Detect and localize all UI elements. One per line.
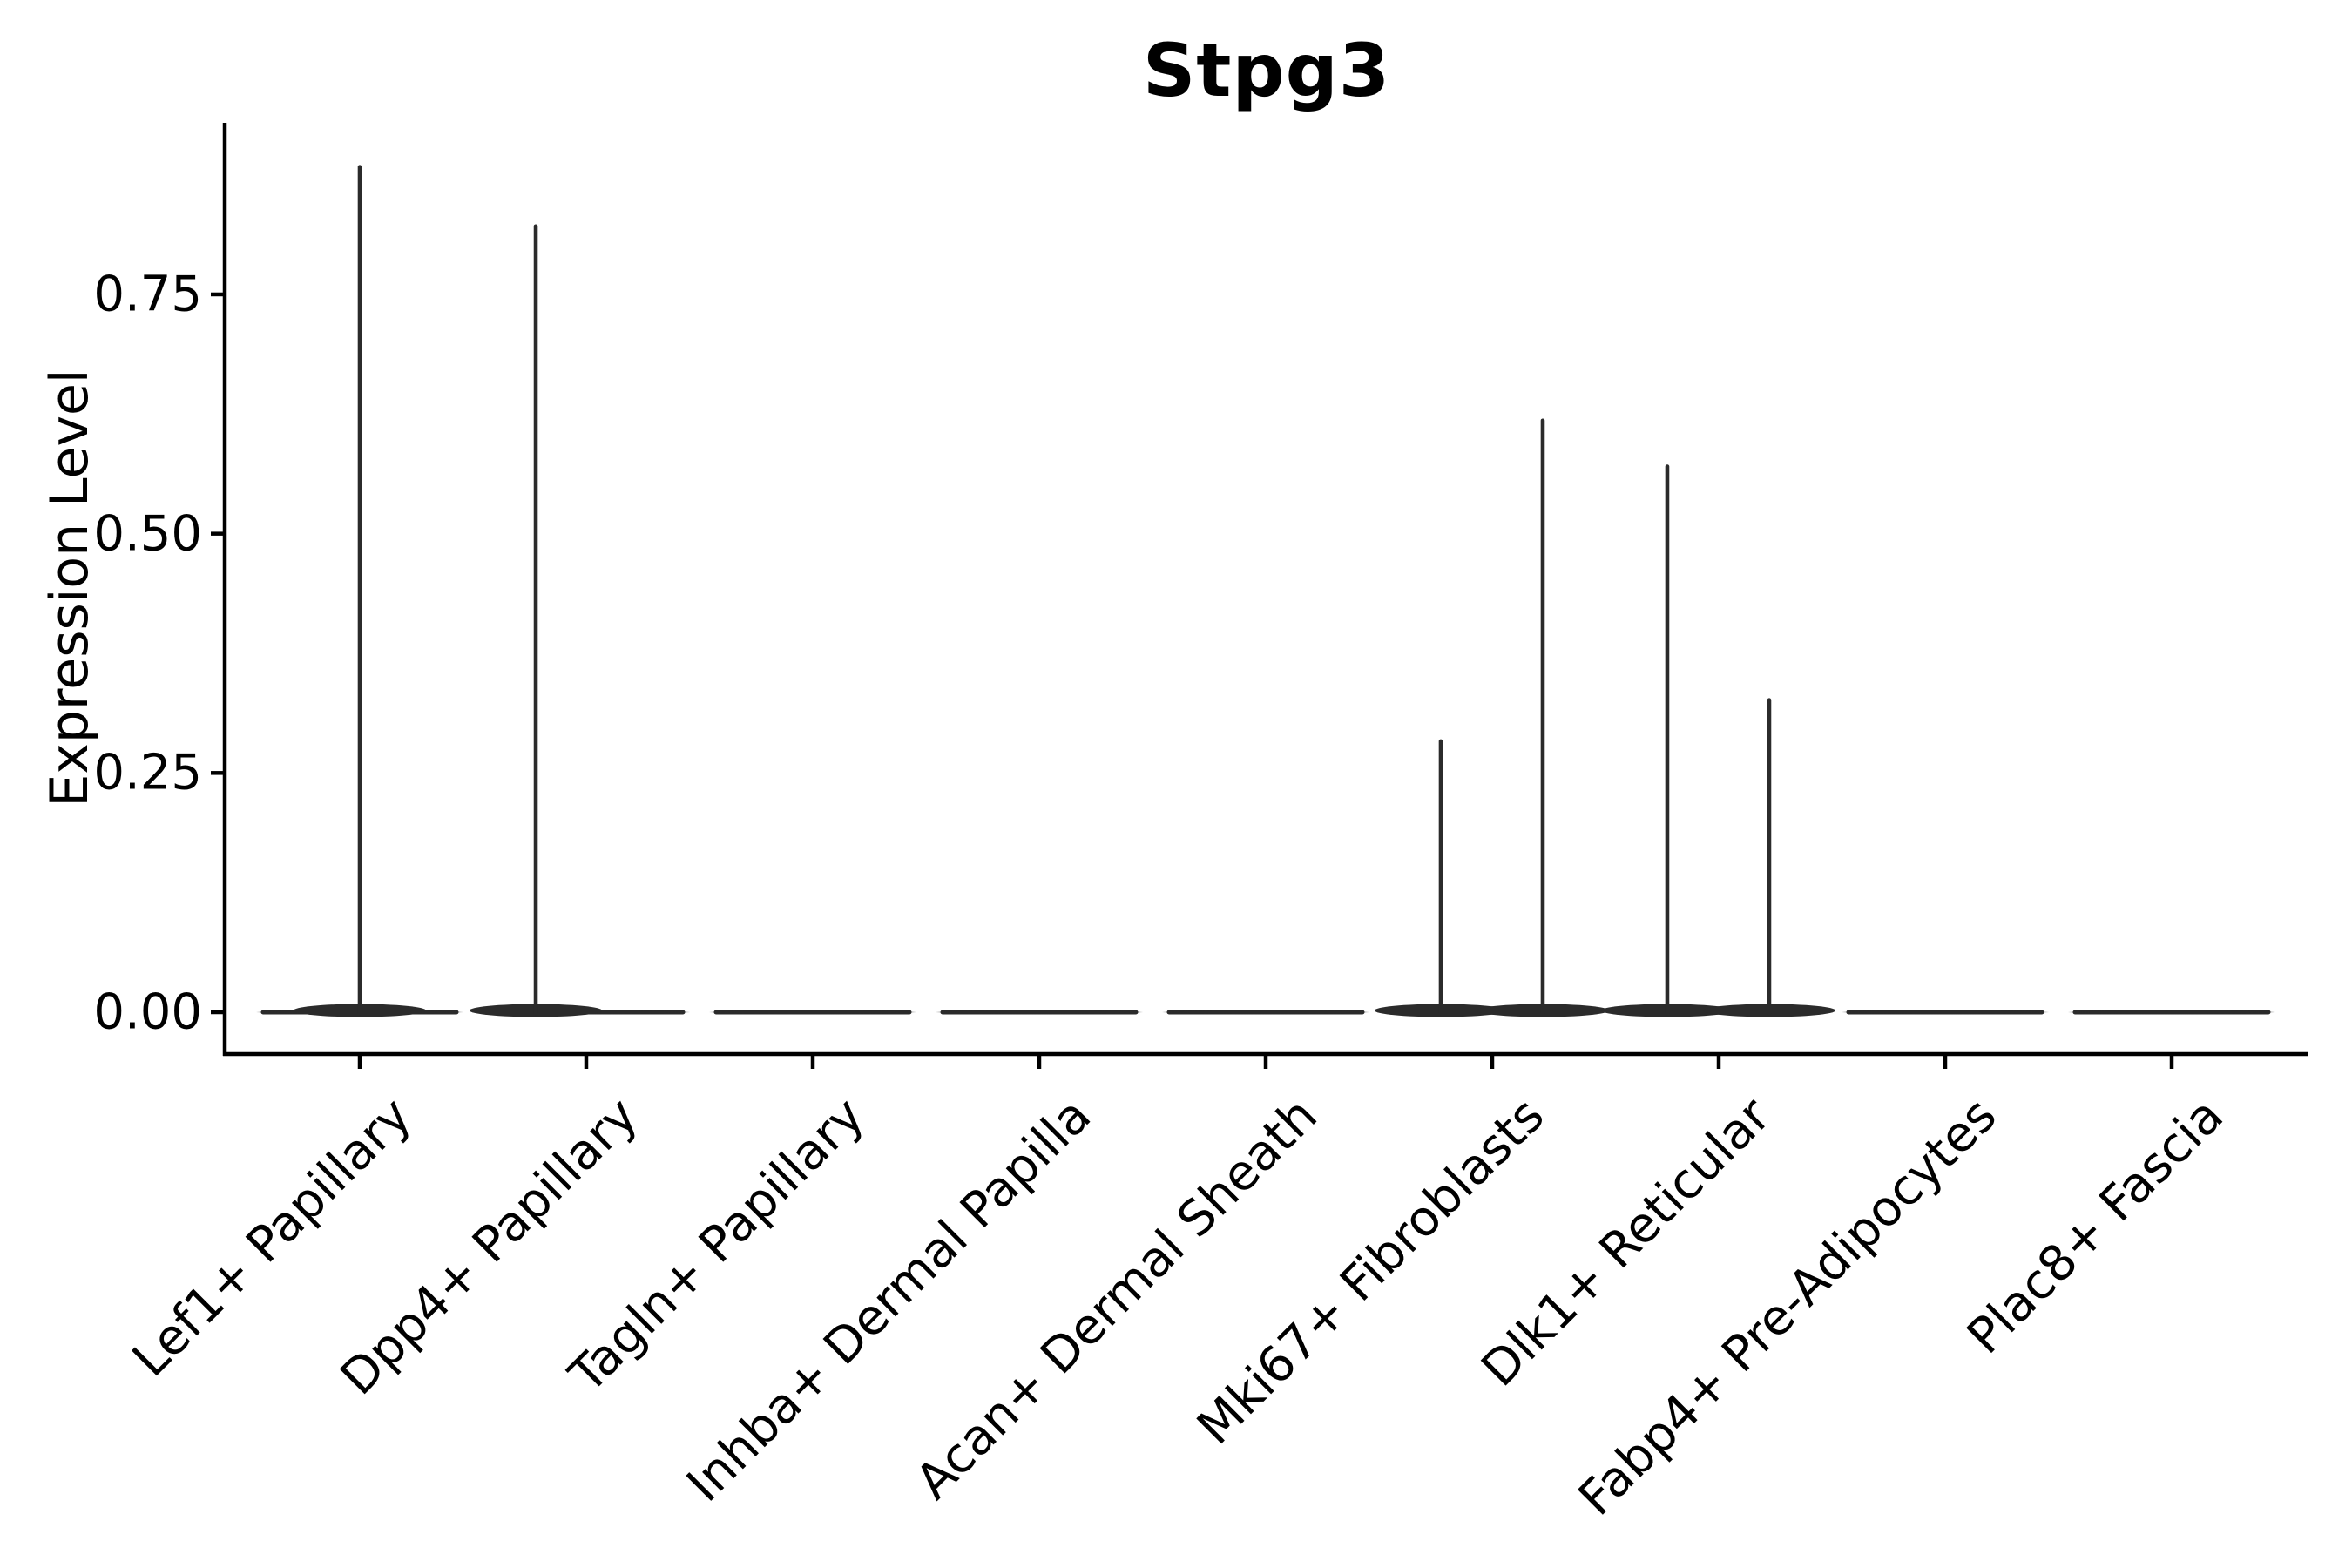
violin-body	[1842, 1010, 2049, 1015]
violin-body	[709, 1010, 916, 1015]
violin-body	[936, 1010, 1143, 1015]
violin-body	[1162, 1010, 1369, 1015]
y-tick-label: 0.50	[93, 505, 202, 563]
y-tick-label: 0.25	[93, 744, 202, 801]
y-tick-label: 0.75	[93, 266, 202, 323]
chart-title: Stpg3	[1142, 28, 1391, 113]
y-tick-label: 0.00	[93, 983, 202, 1041]
violin-body	[2068, 1010, 2275, 1015]
